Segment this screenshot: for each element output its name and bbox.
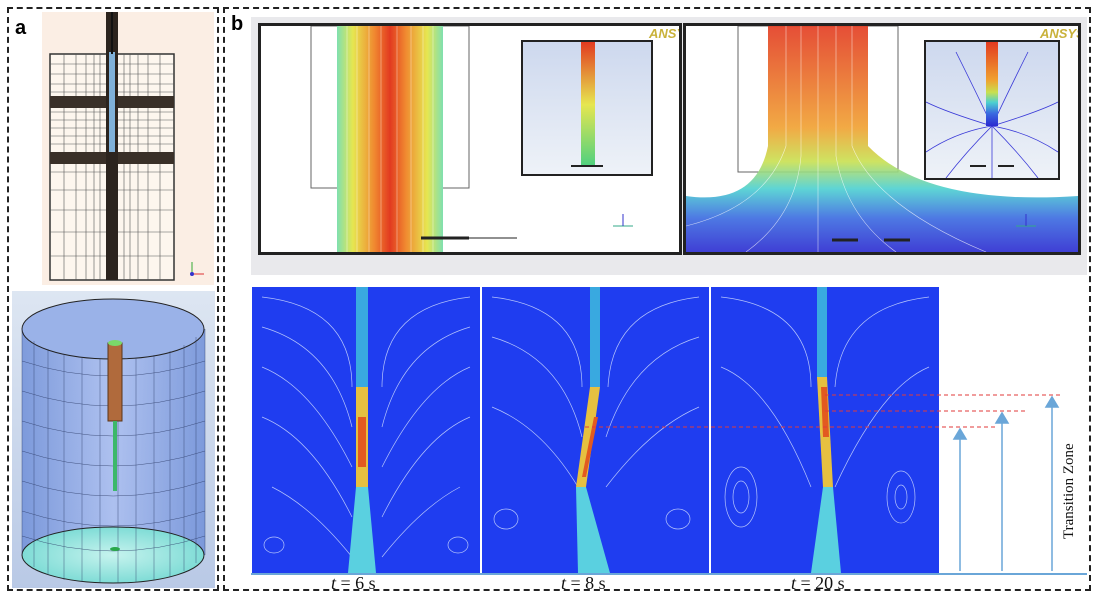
snapshot-t20: [711, 287, 939, 573]
ansys-watermark: ANSYS: [649, 26, 679, 41]
snapshot-t8: [482, 287, 709, 573]
streamline-left-svg: [310, 26, 633, 252]
time-label-t20: t = 20 s: [791, 573, 845, 593]
mesh-2d-svg: [49, 12, 204, 281]
axis-triad-icon: [1016, 214, 1036, 227]
mesh-2d-image: [42, 12, 214, 285]
axis-triad-icon: [613, 214, 633, 227]
panel-a-label: a: [15, 17, 27, 39]
transition-dashed-lines: [585, 394, 1063, 428]
streamline-view-right: ANSYS: [683, 23, 1081, 255]
time-label-t6: t = 6 s: [331, 573, 376, 593]
time-label-t8: t = 8 s: [561, 573, 606, 593]
transition-zone-label: Transition Zone: [1061, 443, 1077, 539]
streamline-right-svg: [686, 26, 1078, 252]
panel-b: b: [223, 7, 1091, 593]
ansys-watermark: ANSYS: [1040, 26, 1081, 41]
transition-zone-annotation: [251, 394, 1087, 575]
transition-arrows: [952, 395, 1060, 571]
mesh-3d-cylinder-image: [12, 291, 215, 588]
inset-left: [521, 40, 653, 176]
snapshot-t6: [252, 287, 480, 573]
inset-right: [924, 40, 1060, 180]
panel-a: a: [7, 7, 219, 591]
streamline-view-left: ANSYS: [258, 23, 682, 255]
cylinder-svg: [21, 298, 206, 584]
panel-b-label: b: [231, 13, 244, 35]
axis-triad-icon: [190, 262, 204, 276]
